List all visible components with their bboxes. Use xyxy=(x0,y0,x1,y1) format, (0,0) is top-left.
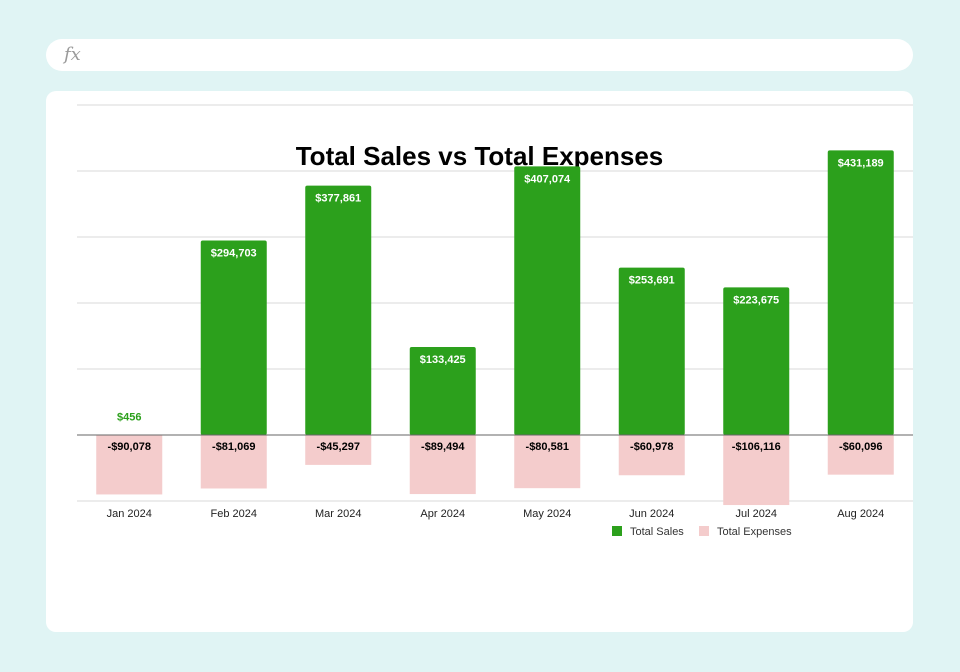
expense-data-label: -$80,581 xyxy=(526,441,569,453)
fx-icon: fx xyxy=(64,44,81,65)
legend-swatch xyxy=(699,526,709,536)
sales-data-label: $133,425 xyxy=(420,354,466,366)
expense-bar xyxy=(514,435,581,489)
legend-label: Total Expenses xyxy=(717,526,792,538)
x-tick-label: Aug 2024 xyxy=(837,508,884,520)
sales-data-label: $377,861 xyxy=(315,193,361,205)
formula-bar[interactable]: fx xyxy=(46,39,913,71)
chart-svg: $456 -$90,078 Jan 2024 $294,703 -$81,069 Feb … xyxy=(77,104,913,538)
x-tick-label: Jul 2024 xyxy=(735,508,777,520)
sales-bar xyxy=(305,185,372,435)
sales-data-label: $294,703 xyxy=(211,247,257,259)
legend-label: Total Sales xyxy=(630,526,684,538)
expense-data-label: -$60,978 xyxy=(630,441,673,453)
x-tick-label: Feb 2024 xyxy=(211,508,257,520)
sales-bar xyxy=(409,346,476,435)
sales-bar xyxy=(827,150,894,435)
expense-bar xyxy=(827,435,894,475)
expense-bar xyxy=(723,435,790,506)
expense-data-label: -$45,297 xyxy=(317,441,360,453)
x-tick-label: May 2024 xyxy=(523,508,571,520)
x-tick-label: Mar 2024 xyxy=(315,508,361,520)
sales-data-label: $456 xyxy=(117,412,141,424)
expense-bar xyxy=(409,435,476,495)
expense-bar xyxy=(200,435,267,489)
sales-data-label: $431,189 xyxy=(838,157,884,169)
expense-data-label: -$60,096 xyxy=(839,441,882,453)
sales-bar xyxy=(514,166,581,435)
expense-data-label: -$89,494 xyxy=(421,441,465,453)
expense-bar xyxy=(618,435,685,476)
expense-bar xyxy=(305,435,372,465)
chart-title: Total Sales vs Total Expenses xyxy=(295,141,664,171)
x-tick-label: Jan 2024 xyxy=(107,508,152,520)
sales-data-label: $223,675 xyxy=(733,294,779,306)
expense-data-label: -$106,116 xyxy=(732,441,781,453)
expense-data-label: -$90,078 xyxy=(108,441,151,453)
sales-data-label: $407,074 xyxy=(524,173,571,185)
x-tick-label: Jun 2024 xyxy=(629,508,674,520)
sales-bar xyxy=(200,240,267,435)
sales-data-label: $253,691 xyxy=(629,275,675,287)
chart-card: Total Sales vs Total Expenses $456 -$90,0… xyxy=(46,91,913,632)
sales-bar xyxy=(723,287,790,435)
legend-swatch xyxy=(612,526,622,536)
sales-bar xyxy=(618,267,685,435)
expense-data-label: -$81,069 xyxy=(212,441,255,453)
expense-bar xyxy=(96,435,163,495)
x-tick-label: Apr 2024 xyxy=(420,508,465,520)
